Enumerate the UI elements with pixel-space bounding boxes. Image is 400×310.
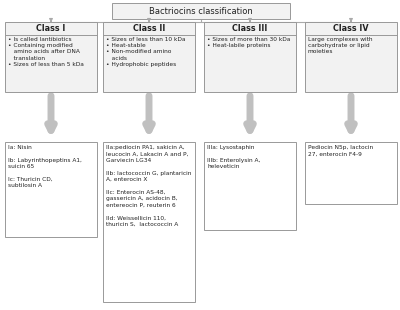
Bar [305, 22, 397, 92]
Text: • Is called lantibiotics
• Containing modified
   amino acids after DNA
   trans: • Is called lantibiotics • Containing mo… [8, 37, 84, 67]
Text: Class I: Class I [36, 24, 66, 33]
Bar [305, 142, 397, 204]
Text: IIIa: Lysostaphin

IIIb: Enterolysin A,
heleveticin: IIIa: Lysostaphin IIIb: Enterolysin A, h… [207, 145, 260, 169]
Bar [5, 142, 97, 237]
Bar [103, 142, 195, 302]
Text: Class III: Class III [232, 24, 268, 33]
Text: IIa:pediocin PA1, sakicin A,
leucocin A, Lakacin A and P,
Garviecin LG34

IIb: l: IIa:pediocin PA1, sakicin A, leucocin A,… [106, 145, 191, 227]
Text: Large complexes with
carbohydrate or lipid
moieties: Large complexes with carbohydrate or lip… [308, 37, 372, 54]
Text: • Sizes of more than 30 kDa
• Heat-labile proteins: • Sizes of more than 30 kDa • Heat-labil… [207, 37, 290, 48]
Text: Bactriocins classification: Bactriocins classification [149, 7, 253, 16]
Bar [112, 3, 290, 19]
Bar [103, 22, 195, 92]
Text: • Sizes of less than 10 kDa
• Heat-stable
• Non-modified amino
   acids
• Hydrop: • Sizes of less than 10 kDa • Heat-stabl… [106, 37, 186, 67]
Text: Class II: Class II [133, 24, 165, 33]
Text: Class IV: Class IV [333, 24, 369, 33]
Text: Pediocin N5p, lactocin
27, enterocin F4-9: Pediocin N5p, lactocin 27, enterocin F4-… [308, 145, 373, 157]
Text: Ia: Nisin

Ib: Labyrinthopeptins A1,
suicin 65

Ic: Thuricin CD,
subtilosin A: Ia: Nisin Ib: Labyrinthopeptins A1, suic… [8, 145, 82, 188]
Bar [204, 22, 296, 92]
Bar [204, 142, 296, 230]
Bar [5, 22, 97, 92]
